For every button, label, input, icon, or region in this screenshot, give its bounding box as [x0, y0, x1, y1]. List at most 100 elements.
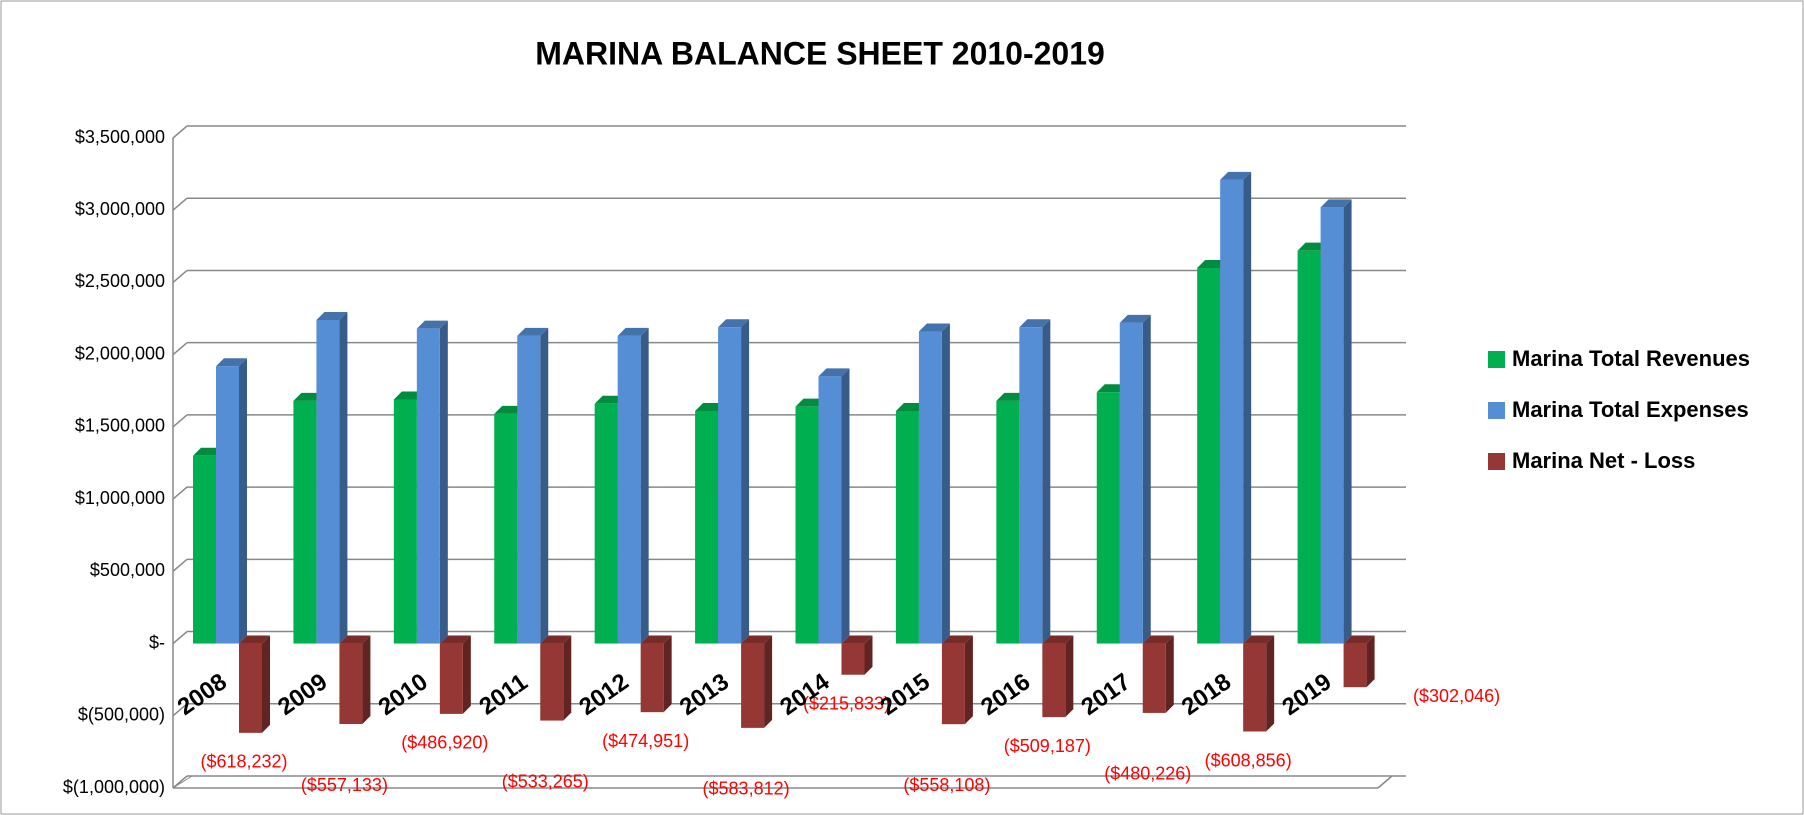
y-tick-label: $3,500,000	[75, 127, 165, 147]
bar-side	[640, 327, 649, 644]
data-label: ($618,232)	[200, 752, 287, 772]
bar	[416, 328, 440, 644]
bar-top	[1019, 319, 1051, 328]
bar	[594, 403, 618, 644]
bar-side	[540, 327, 549, 644]
bar-top	[617, 327, 649, 336]
y-tick-label: $2,500,000	[75, 271, 165, 291]
bar	[1297, 250, 1321, 644]
y-tick-label: $2,000,000	[75, 343, 165, 363]
bar-side	[462, 635, 471, 714]
bar-top	[1343, 635, 1375, 644]
grid-line	[172, 775, 188, 789]
bar	[617, 335, 641, 644]
bar-side	[1343, 199, 1352, 644]
data-label: ($509,187)	[1004, 736, 1091, 756]
bar	[517, 335, 541, 644]
legend-label: Marina Total Expenses	[1512, 397, 1749, 422]
bar	[494, 413, 518, 644]
bar-top	[718, 319, 750, 328]
bar-side	[1243, 171, 1252, 644]
bar-side	[1266, 635, 1275, 732]
bar-side	[964, 635, 973, 725]
bar	[718, 327, 742, 644]
y-tick-label: $(1,000,000)	[63, 777, 165, 797]
bar-top	[439, 635, 471, 644]
data-label: ($474,951)	[602, 731, 689, 751]
bar	[293, 400, 317, 644]
grid-line	[172, 269, 188, 284]
bar	[1119, 322, 1143, 644]
bar-side	[362, 635, 371, 725]
grid-line	[172, 342, 188, 356]
bar	[1142, 643, 1166, 713]
bar	[239, 643, 262, 733]
data-label: ($608,856)	[1205, 750, 1292, 770]
bar	[741, 643, 765, 728]
bar-side	[339, 312, 348, 644]
bar	[1243, 643, 1267, 732]
bar-top	[239, 635, 270, 644]
bar-side	[864, 635, 873, 675]
grid-line	[172, 414, 188, 428]
grid-line	[172, 125, 188, 139]
bar	[393, 399, 417, 644]
bar-side	[1142, 314, 1151, 644]
y-tick-label: $(500,000)	[78, 705, 165, 725]
bar	[439, 643, 463, 714]
chart-title: MARINA BALANCE SHEET 2010-2019	[535, 35, 1105, 71]
bar-top	[540, 635, 572, 644]
grid-line	[172, 197, 188, 211]
y-tick-label: $-	[149, 632, 165, 652]
data-label: ($486,920)	[401, 733, 488, 753]
bar-side	[439, 320, 448, 644]
bar	[640, 643, 664, 713]
bar	[216, 366, 239, 644]
bar	[1197, 268, 1221, 644]
data-label: ($558,108)	[903, 775, 990, 795]
bar-side	[841, 368, 850, 644]
data-label: ($583,812)	[703, 779, 790, 799]
bar-top	[1220, 171, 1252, 180]
bar-side	[563, 635, 572, 721]
bar-top	[741, 635, 773, 644]
y-tick-label: $1,500,000	[75, 416, 165, 436]
legend-label: Marina Total Revenues	[1512, 346, 1750, 371]
bar	[941, 643, 965, 725]
bar	[193, 455, 216, 644]
bar-top	[818, 368, 850, 377]
bar	[795, 406, 819, 644]
bar-top	[1243, 635, 1275, 644]
bar-top	[316, 312, 348, 320]
bar	[1220, 179, 1244, 644]
bar	[918, 331, 942, 644]
bar-top	[1042, 635, 1074, 644]
bar-top	[216, 358, 247, 367]
data-label: ($480,226)	[1104, 764, 1191, 784]
bar	[695, 411, 719, 644]
bar-side	[764, 635, 773, 728]
data-label: ($557,133)	[301, 775, 388, 795]
bar	[996, 400, 1020, 644]
bar	[895, 411, 919, 644]
bar	[339, 643, 363, 725]
grid-line	[172, 558, 188, 572]
bar	[818, 376, 842, 644]
bar	[1096, 392, 1120, 644]
bar	[1343, 643, 1367, 688]
bar-side	[1165, 635, 1174, 713]
bar-side	[663, 635, 672, 713]
bar	[316, 320, 340, 644]
legend-swatch	[1488, 402, 1505, 419]
bar-side	[941, 323, 950, 644]
bar-side	[1366, 635, 1375, 688]
bar	[540, 643, 564, 721]
bar-top	[339, 635, 371, 644]
grid-line	[172, 703, 188, 717]
bar	[841, 643, 865, 675]
bar-top	[1119, 314, 1151, 323]
legend-swatch	[1488, 453, 1505, 470]
bar-side	[1065, 635, 1074, 718]
bar	[1019, 327, 1043, 644]
